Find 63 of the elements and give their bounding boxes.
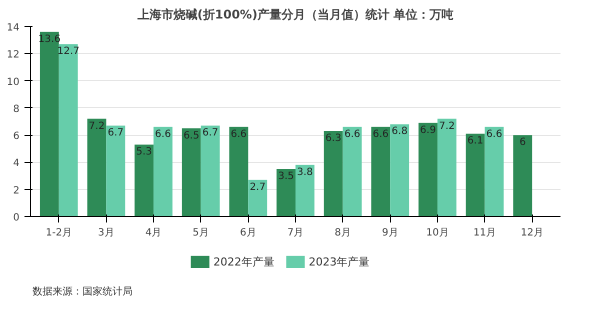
bar	[154, 126, 172, 216]
x-tick-label: 6月	[240, 228, 256, 238]
legend-label: 2022年产量	[213, 255, 274, 268]
data-label: 6.9	[420, 124, 436, 136]
bar	[106, 126, 126, 216]
x-tick-label: 1-2月	[46, 228, 72, 238]
y-tick-label: 10	[6, 76, 20, 88]
data-label: 6	[519, 137, 526, 148]
chart-title: 上海市烧碱(折100%)产量分月（当月值）统计 单位：万吨	[136, 8, 454, 22]
x-tick-label: 5月	[192, 228, 210, 238]
bar	[229, 126, 248, 216]
data-label: 7.2	[438, 120, 455, 132]
data-label: 6.8	[392, 126, 408, 138]
data-label: 6.6	[155, 128, 171, 140]
x-tick-label: 4月	[145, 228, 162, 238]
bar	[371, 126, 390, 216]
bar	[296, 164, 314, 216]
data-label: 6.5	[183, 130, 200, 142]
bar	[134, 144, 154, 216]
data-label: 7.2	[88, 120, 105, 132]
data-label: 6.7	[202, 128, 218, 139]
bar	[248, 180, 268, 216]
data-label: 3.8	[297, 166, 313, 178]
data-label: 3.5	[278, 171, 294, 182]
bar	[87, 118, 106, 216]
x-tick-label: 10月	[426, 228, 449, 238]
y-tick-label: 8	[13, 104, 20, 115]
data-label: 6.1	[467, 136, 484, 147]
x-tick-label: 11月	[473, 228, 496, 238]
data-label: 2.7	[250, 182, 266, 193]
bar	[182, 128, 201, 216]
x-tick-label: 9月	[382, 228, 398, 238]
bar	[200, 126, 220, 216]
bar	[513, 135, 532, 216]
x-tick-label: 8月	[334, 228, 352, 238]
data-label: 6.6	[344, 128, 360, 140]
y-tick-label: 4	[13, 158, 20, 170]
y-tick-label: 14	[6, 22, 20, 34]
bar	[484, 126, 504, 216]
data-label: 6.3	[325, 133, 342, 144]
x-tick-label: 12月	[520, 228, 544, 238]
y-tick-label: 0	[13, 212, 20, 224]
bar	[466, 134, 485, 216]
data-label: 6.6	[230, 128, 247, 140]
y-tick-label: 6	[13, 131, 20, 142]
bar	[324, 131, 343, 216]
bar	[437, 118, 456, 216]
legend-label: 2023年产量	[308, 255, 370, 268]
source-note: 数据来源：国家统计局	[32, 286, 132, 298]
bar	[418, 122, 438, 216]
data-label: 5.3	[136, 146, 152, 158]
bar	[40, 32, 59, 216]
bar	[390, 124, 410, 216]
x-tick-label: 3月	[98, 228, 114, 238]
bar	[276, 169, 296, 216]
data-label: 6.6	[372, 128, 389, 140]
data-label: 6.7	[108, 128, 124, 139]
bar	[58, 44, 78, 216]
y-tick-label: 2	[13, 185, 20, 196]
x-tick-label: 7月	[287, 228, 304, 238]
data-label: 6.6	[486, 128, 502, 140]
y-tick-label: 12	[6, 50, 20, 61]
bar	[342, 126, 362, 216]
